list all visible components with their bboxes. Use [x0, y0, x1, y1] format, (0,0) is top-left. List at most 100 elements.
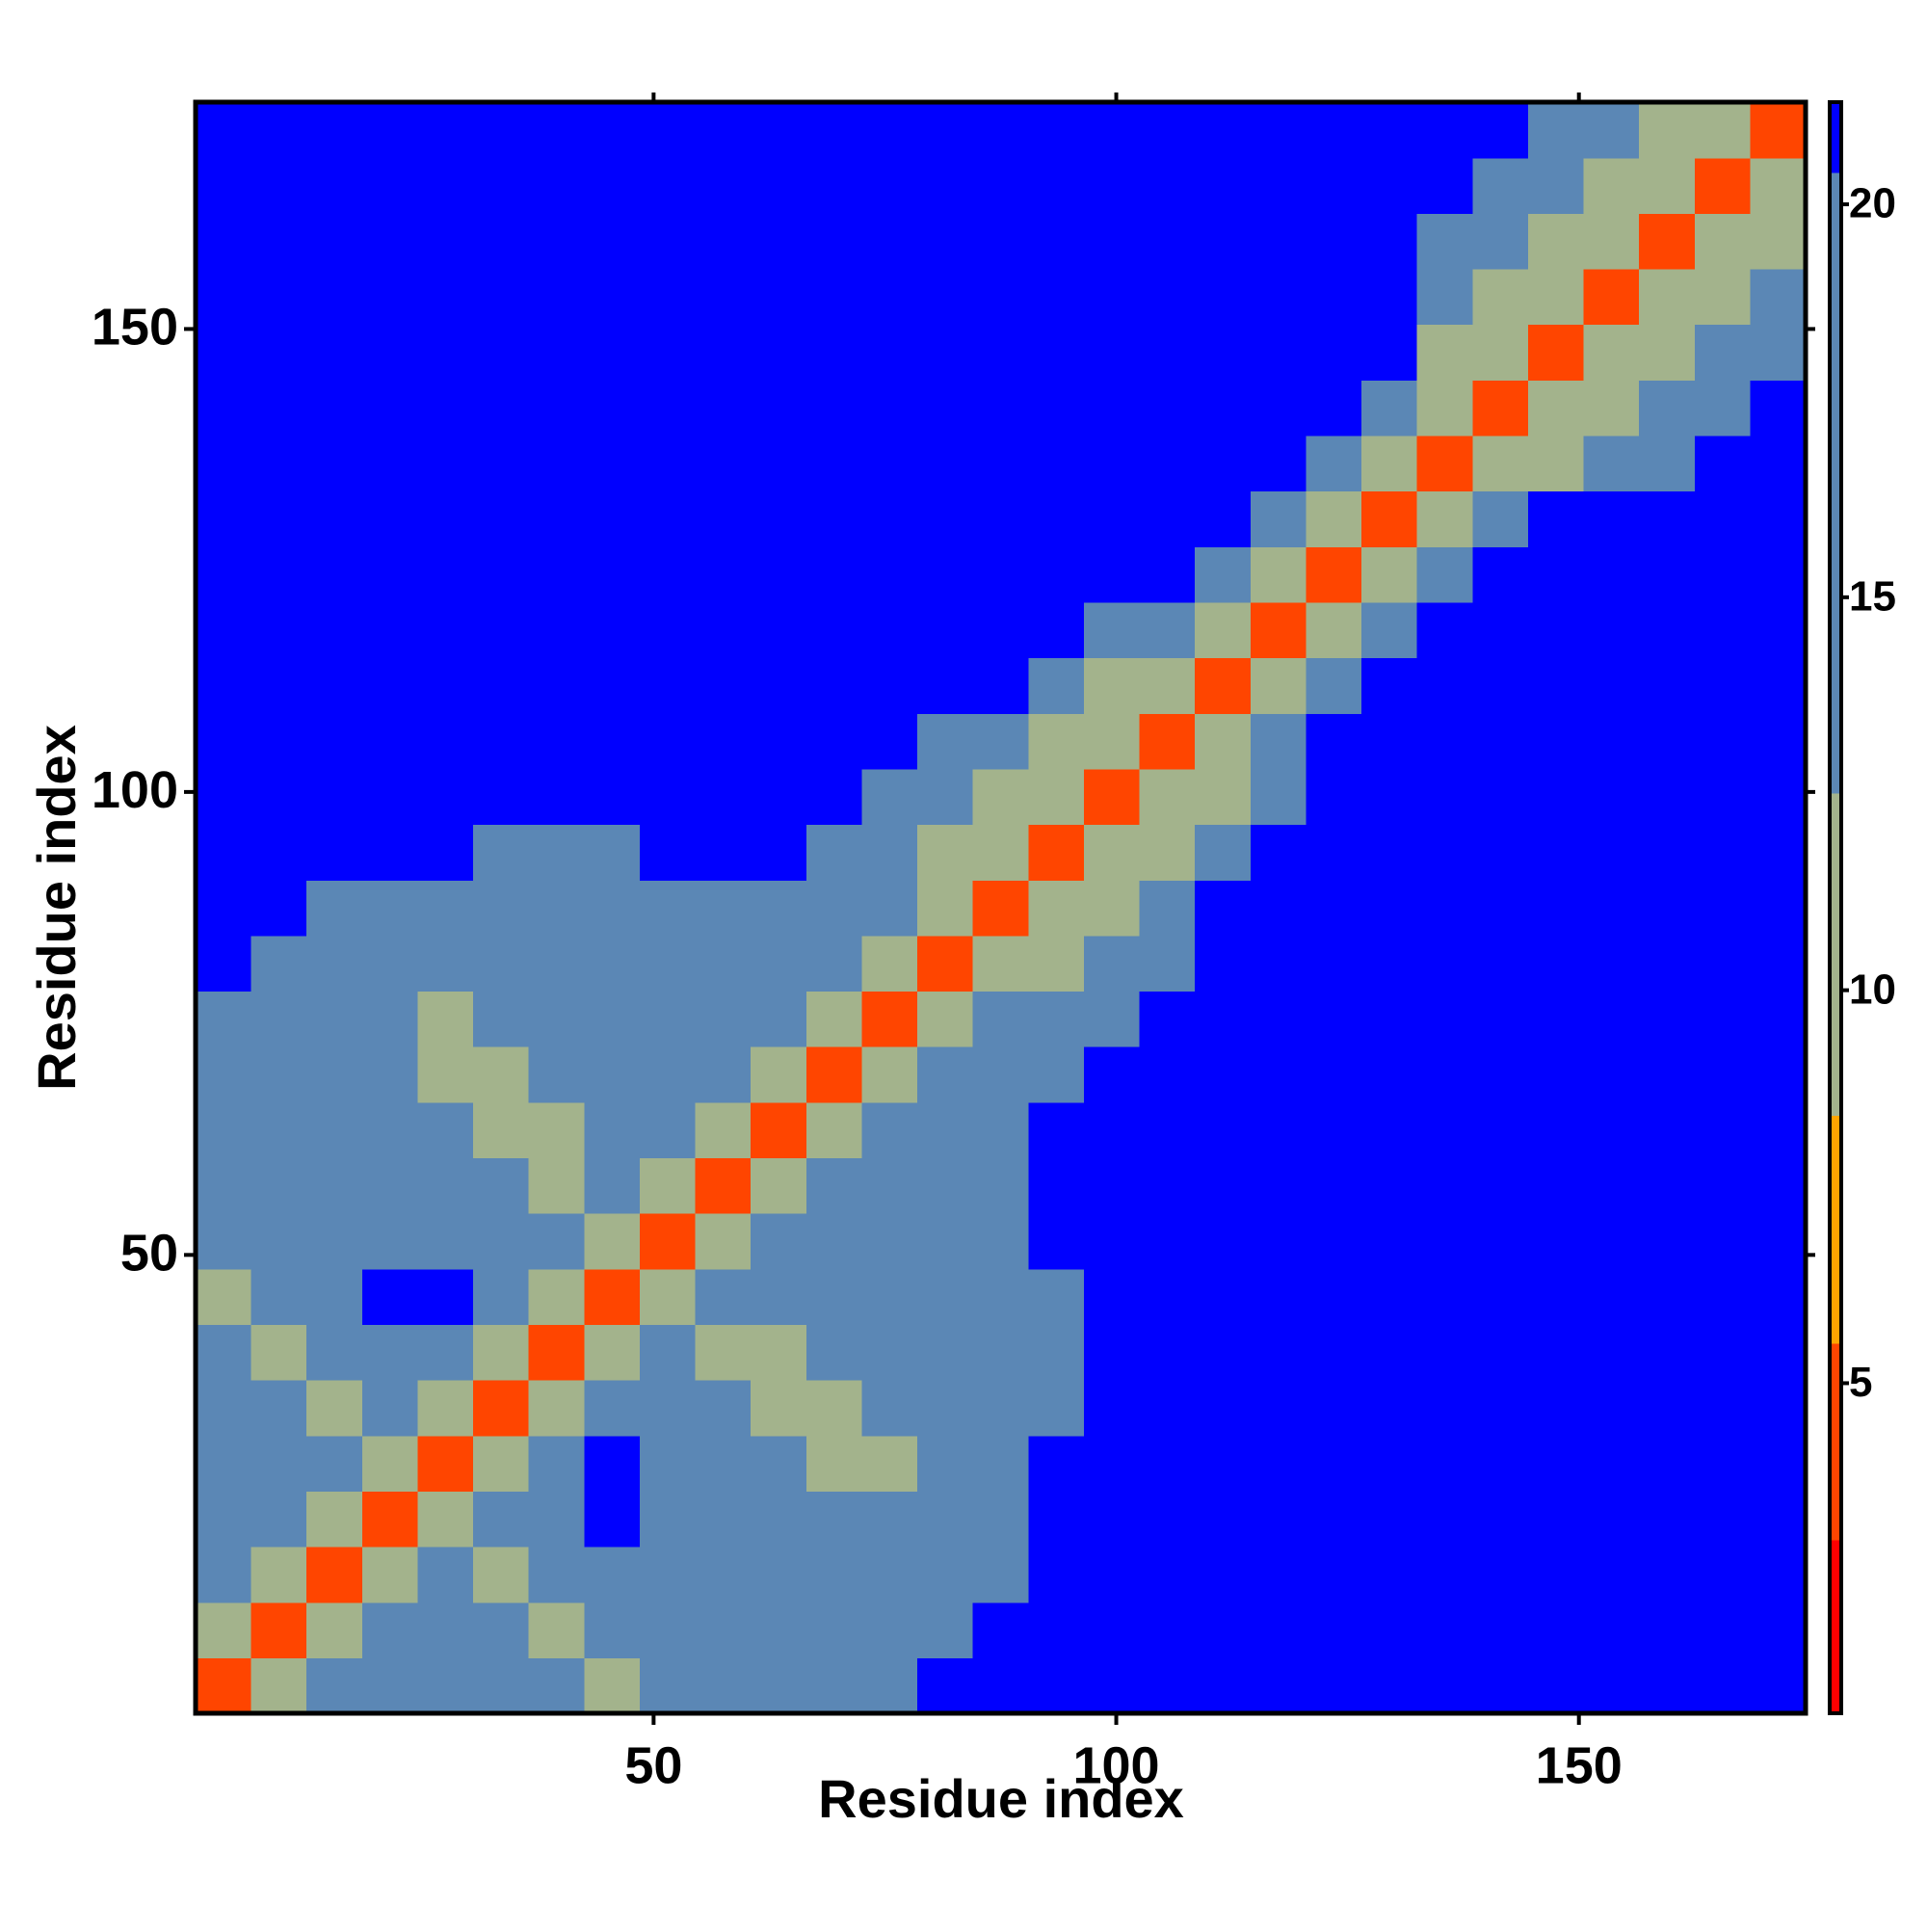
- heatmap-cell: [1083, 490, 1141, 547]
- heatmap-cell: [1472, 102, 1529, 159]
- heatmap-cell: [1750, 268, 1807, 326]
- heatmap-cell: [917, 1324, 974, 1381]
- heatmap-cell: [805, 1268, 863, 1326]
- heatmap-cell: [1416, 601, 1473, 659]
- heatmap-cell: [251, 1268, 307, 1326]
- heatmap-cell: [1527, 1157, 1585, 1214]
- heatmap-cell: [1583, 1213, 1640, 1270]
- heatmap-cell: [972, 380, 1029, 437]
- heatmap-cell: [1416, 880, 1473, 937]
- heatmap-cell: [1361, 1046, 1418, 1103]
- heatmap-cell: [1416, 713, 1473, 770]
- heatmap-cell: [584, 324, 641, 381]
- heatmap-cell: [251, 213, 307, 270]
- heatmap-cell: [584, 1046, 641, 1103]
- heatmap-cell: [1139, 213, 1196, 270]
- heatmap-cell: [1527, 935, 1585, 992]
- heatmap-cell: [751, 768, 807, 826]
- heatmap-cell: [1361, 991, 1418, 1047]
- heatmap-cell: [1416, 1657, 1473, 1714]
- heatmap-cell: [306, 213, 363, 270]
- heatmap-cell: [751, 1046, 807, 1103]
- heatmap-cell: [695, 1380, 752, 1437]
- heatmap-cell: [528, 213, 585, 270]
- heatmap-cell: [751, 1547, 807, 1603]
- heatmap-cell: [306, 1046, 363, 1103]
- heatmap-cell: [1361, 880, 1418, 937]
- heatmap-cell: [1028, 1046, 1085, 1103]
- heatmap-cell: [196, 1213, 252, 1270]
- heatmap-cell: [751, 601, 807, 659]
- heatmap-cell: [1694, 213, 1751, 270]
- heatmap-cell: [1416, 268, 1473, 326]
- heatmap-cell: [1195, 1213, 1252, 1270]
- y-tick-label: 100: [92, 761, 178, 819]
- heatmap-cell: [473, 490, 530, 547]
- heatmap-cell: [1361, 1268, 1418, 1326]
- heatmap-cell: [1139, 435, 1196, 492]
- heatmap-cell: [1195, 1601, 1252, 1658]
- heatmap-cell: [1083, 213, 1141, 270]
- heatmap-cell: [1750, 1435, 1807, 1492]
- heatmap-cell: [1583, 657, 1640, 714]
- heatmap-cell: [251, 102, 307, 159]
- heatmap-cell: [1028, 1380, 1085, 1437]
- heatmap-cell: [1250, 1101, 1307, 1159]
- heatmap-cell: [196, 1268, 252, 1326]
- heatmap-cell: [861, 991, 918, 1047]
- heatmap-cell: [1583, 157, 1640, 214]
- heatmap-cell: [1416, 1046, 1473, 1103]
- heatmap-cell: [251, 546, 307, 603]
- heatmap-cell: [528, 991, 585, 1047]
- heatmap-cell: [251, 713, 307, 770]
- heatmap-cell: [695, 1435, 752, 1492]
- heatmap-cell: [1361, 546, 1418, 603]
- colorbar-segment: [1830, 793, 1841, 1117]
- heatmap-cell: [361, 1046, 419, 1103]
- heatmap-cell: [1139, 1547, 1196, 1603]
- heatmap-cell: [1361, 1547, 1418, 1603]
- heatmap-cell: [1195, 1491, 1252, 1548]
- heatmap-cell: [805, 546, 863, 603]
- heatmap-cell: [1139, 1491, 1196, 1548]
- heatmap-cell: [251, 490, 307, 547]
- heatmap-cell: [1527, 1435, 1585, 1492]
- heatmap-cell: [1028, 324, 1085, 381]
- heatmap-cell: [1694, 1213, 1751, 1270]
- heatmap-cell: [1750, 657, 1807, 714]
- heatmap-cell: [751, 157, 807, 214]
- heatmap-cell: [1416, 1324, 1473, 1381]
- heatmap-cell: [805, 657, 863, 714]
- heatmap-cell: [1694, 1046, 1751, 1103]
- heatmap-cell: [361, 268, 419, 326]
- heatmap-cell: [251, 1657, 307, 1714]
- heatmap-cell: [1527, 601, 1585, 659]
- heatmap-cell: [1139, 935, 1196, 992]
- heatmap-cell: [972, 213, 1029, 270]
- heatmap-cell: [196, 490, 252, 547]
- heatmap-cell: [1361, 1435, 1418, 1492]
- heatmap-cell: [861, 1657, 918, 1714]
- heatmap-cell: [473, 601, 530, 659]
- heatmap-cell: [1306, 713, 1362, 770]
- heatmap-cell: [1583, 102, 1640, 159]
- heatmap-cell: [917, 1380, 974, 1437]
- heatmap-cell: [1583, 824, 1640, 881]
- heatmap-cell: [1416, 1380, 1473, 1437]
- heatmap-cell: [417, 1324, 474, 1381]
- heatmap-cell: [417, 1213, 474, 1270]
- heatmap-cell: [1472, 1547, 1529, 1603]
- heatmap-cell: [1083, 1046, 1141, 1103]
- heatmap-cell: [361, 1435, 419, 1492]
- heatmap-cell: [639, 546, 697, 603]
- heatmap-cell: [972, 1435, 1029, 1492]
- heatmap-cell: [1694, 601, 1751, 659]
- heatmap-cell: [1306, 768, 1362, 826]
- heatmap-cell: [1250, 991, 1307, 1047]
- heatmap-cell: [1583, 213, 1640, 270]
- heatmap-cell: [1306, 1046, 1362, 1103]
- heatmap-cell: [417, 1547, 474, 1603]
- colorbar-segment: [1830, 102, 1841, 173]
- heatmap-cell: [584, 213, 641, 270]
- heatmap-cell: [417, 546, 474, 603]
